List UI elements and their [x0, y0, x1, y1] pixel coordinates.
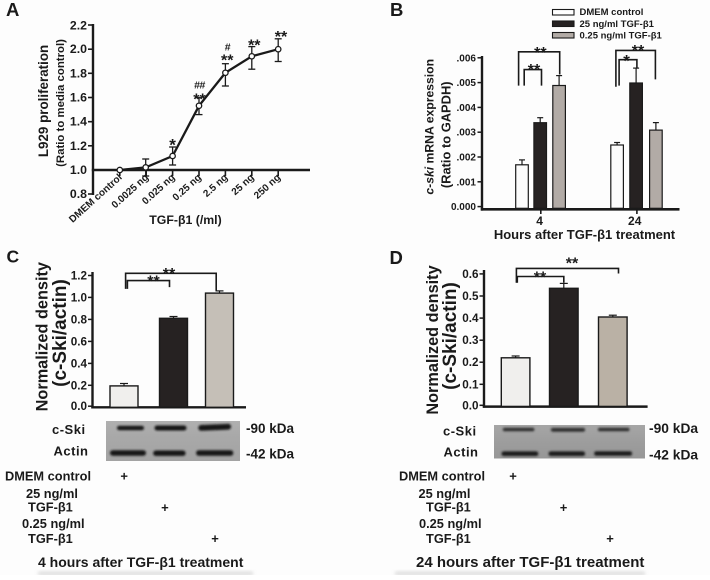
svg-text:-42 kDa: -42 kDa [649, 447, 698, 462]
svg-text:D: D [390, 247, 403, 268]
svg-text:0.3: 0.3 [462, 334, 479, 347]
svg-text:TGF-β1: TGF-β1 [426, 531, 471, 546]
svg-text:+: + [120, 469, 128, 484]
svg-text:TGF-β1: TGF-β1 [28, 500, 73, 515]
svg-text:0.1: 0.1 [462, 378, 479, 391]
svg-text:Normalized density: Normalized density [424, 265, 442, 414]
svg-text:0.2: 0.2 [71, 379, 88, 392]
svg-text:+: + [161, 500, 169, 515]
svg-text:1.4: 1.4 [70, 115, 87, 129]
svg-text:(c-Ski/actin): (c-Ski/actin) [50, 279, 71, 387]
svg-text:TGF-β1: TGF-β1 [28, 531, 73, 546]
svg-text:(Ratio to GAPDH): (Ratio to GAPDH) [439, 81, 454, 188]
svg-text:DMEM control: DMEM control [5, 469, 91, 484]
svg-text:Hours after TGF-β1 treatment: Hours after TGF-β1 treatment [494, 227, 676, 242]
svg-text:0.6: 0.6 [71, 335, 88, 348]
svg-text:**: ** [163, 266, 176, 283]
svg-text:2.2: 2.2 [70, 18, 87, 32]
svg-text:c-ski mRNA expression: c-ski mRNA expression [423, 59, 437, 195]
svg-text:-90 kDa: -90 kDa [246, 421, 295, 436]
svg-text:**: ** [248, 38, 261, 55]
svg-text:0.25 ng/ml TGF-β1: 0.25 ng/ml TGF-β1 [580, 31, 663, 42]
svg-text:0.4: 0.4 [71, 357, 88, 370]
svg-text:.004: .004 [457, 103, 477, 114]
svg-text:Actin: Actin [54, 444, 89, 459]
svg-text:+: + [211, 531, 219, 546]
svg-text:(c-Ski/actin): (c-Ski/actin) [440, 282, 461, 390]
svg-text:DMEM control: DMEM control [580, 7, 644, 18]
svg-text:24: 24 [628, 214, 642, 228]
svg-text:Normalized density: Normalized density [34, 262, 52, 411]
svg-text:##: ## [194, 79, 205, 91]
svg-text:**: ** [193, 91, 206, 108]
svg-text:4: 4 [536, 214, 543, 228]
svg-text:+: + [560, 500, 568, 515]
svg-text:**: ** [534, 269, 547, 286]
svg-text:B: B [390, 0, 403, 20]
svg-text:Actin: Actin [444, 445, 479, 460]
svg-text:1.2: 1.2 [71, 270, 88, 283]
svg-text:DMEM control: DMEM control [399, 469, 485, 484]
svg-text:25 ng/ml: 25 ng/ml [26, 486, 78, 501]
svg-text:(Ratio to media control): (Ratio to media control) [55, 39, 67, 167]
svg-text:*: * [623, 52, 630, 71]
svg-text:0.000: 0.000 [451, 202, 476, 213]
svg-text:.005: .005 [457, 78, 477, 89]
svg-text:0.4: 0.4 [462, 312, 479, 325]
svg-text:0.25 ng/ml: 0.25 ng/ml [22, 516, 85, 531]
svg-text:L929 proliferation: L929 proliferation [36, 45, 51, 157]
svg-text:25 ng/ml: 25 ng/ml [419, 486, 471, 501]
svg-text:2.0: 2.0 [70, 42, 87, 56]
svg-text:**: ** [147, 274, 160, 291]
svg-text:TGF-β1: TGF-β1 [426, 500, 471, 515]
svg-text:0.6: 0.6 [462, 268, 479, 281]
svg-text:1.6: 1.6 [70, 91, 87, 105]
svg-text:25 ng/ml TGF-β1: 25 ng/ml TGF-β1 [580, 19, 655, 30]
svg-text:1.2: 1.2 [70, 139, 87, 153]
svg-text:**: ** [528, 62, 541, 79]
svg-text:0.2: 0.2 [462, 356, 479, 369]
svg-text:**: ** [534, 45, 547, 62]
svg-text:.003: .003 [457, 128, 477, 139]
svg-text:c-Ski: c-Ski [443, 424, 477, 439]
svg-text:0.0: 0.0 [462, 399, 479, 412]
svg-text:0.0: 0.0 [71, 400, 88, 413]
svg-text:4 hours after TGF-β1 treatment: 4 hours after TGF-β1 treatment [38, 554, 244, 570]
svg-text:+: + [509, 469, 517, 484]
svg-text:.002: .002 [457, 153, 477, 164]
svg-text:+: + [606, 531, 614, 546]
svg-text:**: ** [632, 43, 645, 60]
svg-text:c-Ski: c-Ski [52, 422, 86, 437]
svg-text:1.0: 1.0 [71, 291, 88, 304]
svg-text:-42 kDa: -42 kDa [246, 447, 295, 462]
svg-text:A: A [6, 0, 19, 20]
svg-text:0.25 ng/ml: 0.25 ng/ml [419, 516, 482, 531]
svg-text:1.8: 1.8 [70, 66, 87, 80]
svg-text:TGF-β1 (/ml): TGF-β1 (/ml) [149, 213, 221, 227]
svg-text:0.8: 0.8 [70, 187, 87, 201]
svg-text:#: # [225, 42, 231, 54]
svg-text:0.5: 0.5 [462, 290, 479, 303]
svg-text:.001: .001 [457, 177, 477, 188]
svg-text:1.0: 1.0 [70, 163, 87, 177]
svg-text:**: ** [221, 53, 234, 70]
svg-text:**: ** [275, 29, 288, 46]
svg-text:-90 kDa: -90 kDa [649, 421, 698, 436]
svg-text:C: C [7, 247, 20, 267]
svg-text:24 hours after TGF-β1 treatmen: 24 hours after TGF-β1 treatment [416, 554, 644, 571]
svg-text:**: ** [566, 256, 579, 273]
svg-text:*: * [169, 136, 176, 155]
svg-text:.006: .006 [457, 53, 477, 64]
svg-text:0.8: 0.8 [71, 313, 88, 326]
